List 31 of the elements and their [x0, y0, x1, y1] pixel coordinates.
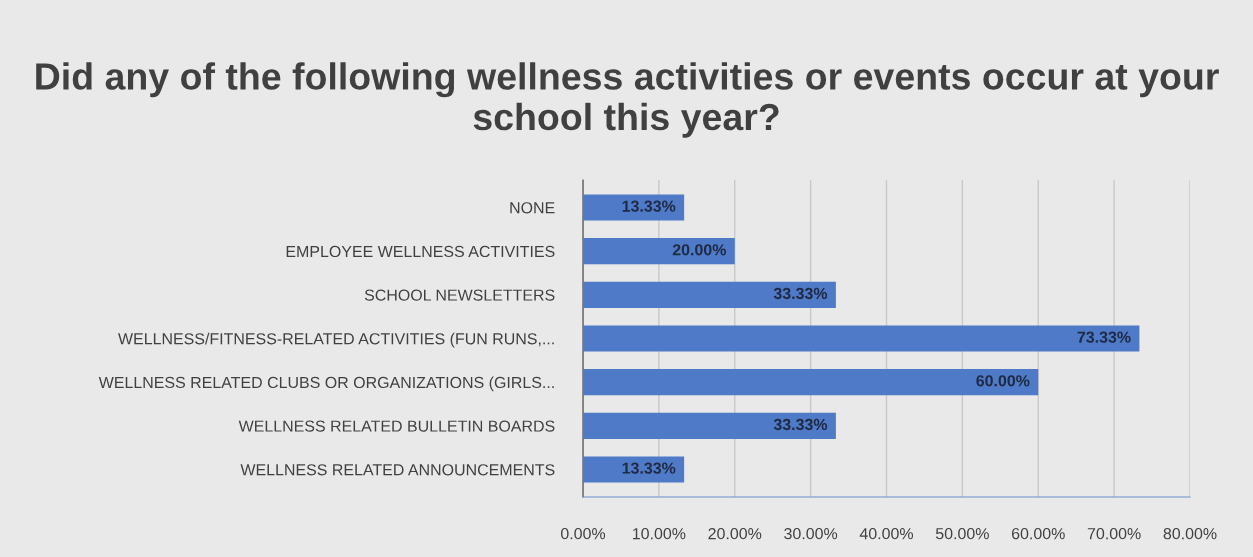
y-tick-label: WELLNESS/FITNESS-RELATED ACTIVITIES (FUN RUNS,... [118, 332, 554, 348]
data-label: 20.00% [672, 244, 726, 256]
bar [583, 194, 685, 221]
x-tick-label: 0.00% [560, 527, 606, 540]
data-label: 13.33% [622, 200, 676, 212]
y-tick-label: WELLNESS RELATED ANNOUNCEMENTS [240, 464, 555, 476]
data-label: 33.33% [773, 287, 828, 300]
x-tick-label: 30.00% [784, 527, 838, 540]
bar [583, 281, 836, 308]
y-tick-label: WELLNESS RELATED BULLETIN BOARDS [238, 420, 555, 432]
bar [583, 369, 1039, 396]
y-tick-label: SCHOOL NEWSLETTERS [364, 289, 555, 301]
data-label: 13.33% [622, 462, 676, 474]
x-tick-label: 50.00% [935, 527, 989, 540]
bar [583, 238, 735, 265]
chart-title: Did any of the following wellness activities or events occur at your school this year? [36, 62, 1219, 138]
bar [583, 456, 685, 483]
data-label: 73.33% [1077, 331, 1131, 343]
data-label: 33.33% [773, 418, 828, 431]
x-tick-label: 20.00% [708, 527, 762, 540]
bar [583, 325, 1140, 352]
x-tick-label: 60.00% [1011, 527, 1065, 540]
y-tick-label: NONE [510, 202, 555, 214]
y-tick-label: WELLNESS RELATED CLUBS OR ORGANIZATIONS (GIRLS... [98, 376, 554, 392]
x-tick-label: 40.00% [859, 527, 914, 540]
x-tick-label: 80.00% [1163, 527, 1217, 540]
y-tick-label: EMPLOYEE WELLNESS ACTIVITIES [286, 245, 555, 258]
bar [583, 412, 836, 439]
x-tick-label: 70.00% [1087, 527, 1141, 540]
data-label: 60.00% [976, 375, 1030, 387]
x-tick-label: 10.00% [633, 527, 686, 540]
